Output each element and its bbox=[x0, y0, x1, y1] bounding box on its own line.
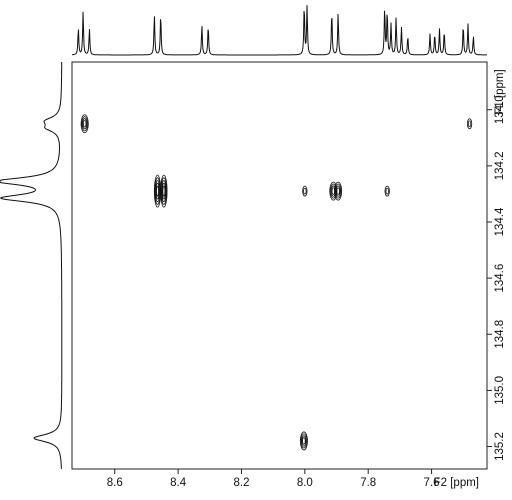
f1-projection-spectrum bbox=[0, 62, 63, 469]
contour-line bbox=[300, 433, 308, 449]
x-tick-label: 8.6 bbox=[107, 477, 123, 489]
y-tick-label: 134.6 bbox=[494, 264, 506, 293]
contour-line bbox=[81, 116, 88, 132]
f2-projection-spectrum bbox=[72, 5, 487, 56]
contour-line bbox=[301, 435, 307, 447]
cross-peak-contours bbox=[80, 114, 473, 451]
contour-line bbox=[156, 185, 159, 197]
contour-line bbox=[162, 185, 166, 197]
cross-peak bbox=[153, 174, 162, 208]
f2-projection-trace bbox=[72, 5, 487, 56]
contour-line bbox=[302, 437, 306, 445]
contour-line bbox=[466, 118, 473, 130]
f2-axis-ticks: 8.6 8.4 8.2 8.0 7.8 7.6 bbox=[107, 469, 440, 489]
cross-peak bbox=[384, 185, 390, 197]
x-tick-label: 7.8 bbox=[360, 477, 376, 489]
contour-line bbox=[335, 185, 341, 197]
y-tick-label: 135.2 bbox=[494, 432, 506, 461]
cross-peak bbox=[160, 174, 168, 208]
contour-line bbox=[299, 431, 308, 451]
contour-line bbox=[161, 180, 167, 203]
contour-line bbox=[161, 182, 166, 200]
contour-line bbox=[155, 182, 160, 200]
contour-line bbox=[82, 120, 87, 128]
contour-line bbox=[384, 185, 390, 197]
contour-line bbox=[154, 177, 161, 205]
y-tick-label: 135.0 bbox=[494, 376, 506, 405]
y-tick-label: 134.8 bbox=[494, 320, 506, 349]
contour-line bbox=[467, 120, 472, 128]
contour-line bbox=[336, 187, 340, 195]
contour-line bbox=[80, 114, 89, 134]
contour-line bbox=[160, 177, 167, 205]
f2-axis-title: F2 [ppm] bbox=[434, 477, 479, 489]
contour-line bbox=[334, 183, 342, 199]
contour-line bbox=[82, 118, 88, 130]
f1-projection-trace bbox=[0, 62, 63, 469]
contour-line bbox=[302, 185, 308, 197]
x-tick-label: 8.4 bbox=[170, 477, 187, 489]
contour-line bbox=[160, 174, 168, 208]
y-tick-label: 134.0 bbox=[494, 95, 506, 124]
x-tick-label: 8.2 bbox=[233, 477, 249, 489]
plot-frame bbox=[71, 61, 488, 470]
y-tick-label: 134.2 bbox=[494, 151, 506, 180]
contour-line bbox=[334, 181, 343, 201]
cross-peak bbox=[466, 118, 473, 130]
cross-peak bbox=[302, 185, 308, 197]
cross-peak bbox=[334, 181, 343, 201]
y-tick-label: 134.4 bbox=[494, 207, 506, 236]
x-tick-label: 7.6 bbox=[424, 477, 440, 489]
contour-line bbox=[385, 187, 389, 195]
contour-line bbox=[303, 187, 307, 195]
x-tick-label: 8.0 bbox=[297, 477, 313, 489]
f1-axis-ticks: 134.0 134.2 134.4 134.6 134.8 135.0 135.2 bbox=[487, 95, 506, 461]
f1-axis-title: F1 [ppm] bbox=[494, 69, 506, 114]
contour-line bbox=[155, 180, 161, 203]
cross-peak bbox=[299, 431, 308, 451]
cross-peak bbox=[80, 114, 89, 134]
